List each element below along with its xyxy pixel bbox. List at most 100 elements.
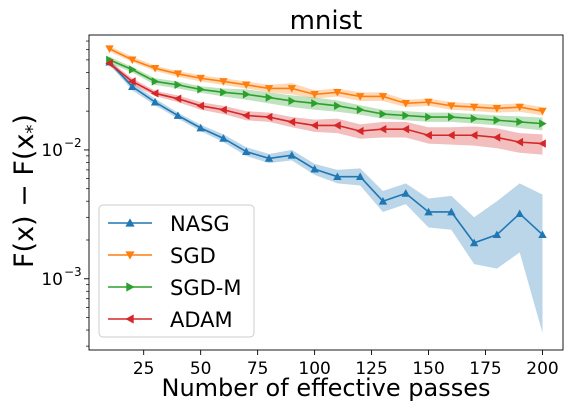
point-adam-50 <box>196 101 205 111</box>
line-sgd <box>109 48 543 112</box>
plot-frame <box>88 34 564 351</box>
point-sgd-m-160 <box>447 112 456 122</box>
series-markers <box>105 45 547 247</box>
point-sgd-m-30 <box>151 77 160 86</box>
legend-marker-sgd <box>125 251 135 260</box>
point-adam-190 <box>515 137 524 147</box>
y-axis-label-subscript: * <box>22 125 43 134</box>
point-sgd-200 <box>538 107 547 116</box>
point-nasg-190 <box>515 209 524 218</box>
point-sgd-70 <box>242 81 251 90</box>
point-adam-40 <box>173 94 182 103</box>
x-tick-label-200: 200 <box>526 359 558 379</box>
point-sgd-m-50 <box>197 85 205 94</box>
point-adam-140 <box>401 124 410 134</box>
point-adam-170 <box>469 131 478 140</box>
chart-title: mnist <box>290 6 363 36</box>
y-axis-label-main: F(x) − F(x <box>9 134 40 268</box>
y-tick-exponent: −3 <box>64 265 82 279</box>
point-sgd-m-60 <box>220 88 228 97</box>
point-nasg-200 <box>538 230 547 239</box>
point-nasg-40 <box>173 111 183 119</box>
point-nasg-110 <box>333 172 342 181</box>
x-axis-label: Number of effective passes <box>162 374 491 402</box>
point-adam-20 <box>128 77 136 86</box>
point-nasg-20 <box>128 82 137 90</box>
point-sgd-m-180 <box>493 116 502 125</box>
legend-marker-adam <box>125 314 134 324</box>
point-nasg-30 <box>150 97 160 106</box>
y-tick-label: 10 <box>41 141 63 161</box>
point-adam-110 <box>333 121 341 130</box>
y-axis-label: F(x) − F(x*) <box>9 114 43 268</box>
point-sgd-m-20 <box>128 65 137 74</box>
point-adam-100 <box>310 121 318 130</box>
x-tick-label-125: 125 <box>355 359 387 379</box>
point-sgd-50 <box>196 74 205 83</box>
point-adam-60 <box>219 105 227 114</box>
point-sgd-m-40 <box>174 80 183 90</box>
point-nasg-150 <box>424 207 433 216</box>
point-sgd-110 <box>333 88 342 97</box>
point-sgd-m-70 <box>242 90 251 99</box>
point-sgd-140 <box>401 99 410 108</box>
y-tick-exponent: −2 <box>64 136 82 150</box>
legend-marker-nasg <box>125 218 135 227</box>
point-adam-150 <box>424 131 432 140</box>
point-sgd-80 <box>264 85 274 93</box>
band-sgd-m <box>109 56 543 131</box>
point-adam-120 <box>355 126 364 136</box>
point-sgd-m-120 <box>356 105 365 114</box>
point-nasg-100 <box>310 164 319 173</box>
legend-label-sgd-m: SGD-M <box>170 276 241 300</box>
point-nasg-50 <box>196 123 205 132</box>
point-sgd-m-100 <box>311 99 319 108</box>
point-adam-160 <box>447 131 455 140</box>
line-sgd-m <box>109 59 543 125</box>
legend-label-nasg: NASG <box>170 212 230 236</box>
y-tick-label: 10 <box>41 270 63 290</box>
x-tick-label-175: 175 <box>469 359 501 379</box>
point-sgd-m-90 <box>288 96 297 106</box>
point-sgd-m-80 <box>265 93 274 102</box>
point-sgd-120 <box>355 93 365 101</box>
point-nasg-180 <box>492 230 502 239</box>
point-sgd-m-200 <box>539 119 547 128</box>
point-sgd-30 <box>150 64 160 73</box>
point-adam-30 <box>150 89 159 98</box>
x-tick-label-25: 25 <box>133 359 155 379</box>
point-sgd-130 <box>378 93 388 101</box>
point-sgd-m-150 <box>425 112 433 122</box>
point-nasg-120 <box>355 172 365 181</box>
point-sgd-m-190 <box>516 117 524 127</box>
point-nasg-130 <box>378 197 388 205</box>
point-sgd-180 <box>492 105 502 113</box>
legend-label-adam: ADAM <box>170 308 233 332</box>
point-nasg-170 <box>469 238 479 247</box>
point-nasg-60 <box>219 134 228 142</box>
point-sgd-90 <box>287 85 297 93</box>
point-sgd-10 <box>105 45 114 53</box>
point-adam-90 <box>287 117 296 127</box>
point-adam-70 <box>242 111 250 120</box>
point-adam-130 <box>378 124 387 134</box>
point-sgd-m-170 <box>470 114 479 123</box>
y-axis-label-close: ) <box>9 114 40 125</box>
point-sgd-150 <box>424 98 433 107</box>
point-nasg-160 <box>447 207 456 216</box>
point-sgd-170 <box>469 103 479 112</box>
point-sgd-m-140 <box>402 111 410 120</box>
point-nasg-70 <box>242 147 251 155</box>
point-adam-180 <box>492 133 501 142</box>
point-nasg-90 <box>287 151 297 159</box>
x-tick-label-100: 100 <box>298 359 330 379</box>
point-nasg-80 <box>264 154 274 162</box>
band-adam <box>109 61 543 155</box>
legend-marker-sgd-m <box>126 282 135 292</box>
x-tick-label-50: 50 <box>190 359 212 379</box>
point-sgd-100 <box>310 90 319 99</box>
point-sgd-20 <box>128 56 137 65</box>
legend: NASG SGD SGD-M ADAM <box>98 204 255 338</box>
